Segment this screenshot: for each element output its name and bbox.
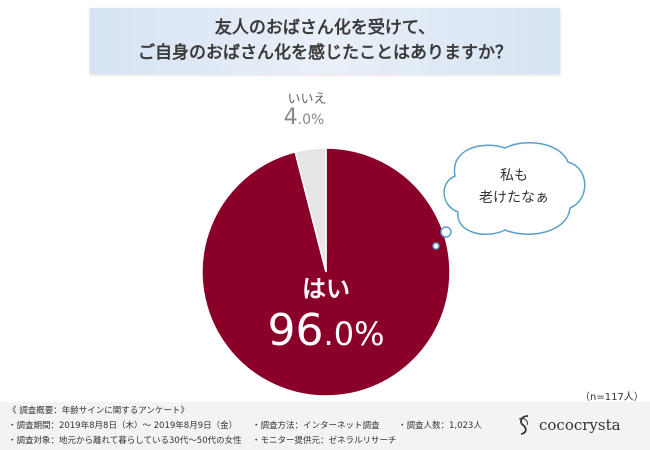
slice-label-yes: はい — [302, 275, 350, 303]
survey-count: ・調査人数：1,023人 — [398, 421, 482, 431]
slice-label-no: いいえ — [287, 92, 326, 107]
speech-bubble: 私も老けたなぁ — [432, 141, 586, 250]
pie-slices — [201, 147, 451, 397]
survey-provider: ・モニター提供元：ゼネラルリサーチ — [252, 436, 397, 446]
logo-text: cococrysta — [539, 416, 621, 434]
title-box: 友人のおばさん化を受けて、 ご自身のおばさん化を感じたことはありますか？ — [90, 8, 560, 74]
sample-size: （n=117人） — [580, 392, 644, 403]
pie-slice-no — [294, 147, 327, 273]
title-line-1: 友人のおばさん化を受けて、 — [214, 18, 436, 38]
survey-target: ・調査対象：地元から離れて暮らしている30代～50代の女性 — [8, 436, 242, 446]
title-line-2: ご自身のおばさん化を感じたことはありますか？ — [138, 43, 512, 63]
footer: 《 調査概要：年齢サインに関するアンケート》 ・調査期間：2019年8月8日（木… — [0, 402, 650, 450]
survey-period: ・調査期間：2019年8月8日（木）～ 2019年8月9日（金） — [8, 421, 238, 431]
cococrysta-logo-icon — [518, 415, 529, 435]
slice-value-no: 4.0% — [284, 105, 325, 130]
pie-chart: いいえ 4.0% はい 96.0% 私も老けたなぁ — [201, 92, 586, 397]
annotation-text: 私も老けたなぁ — [479, 168, 549, 206]
slice-value-yes: 96.0% — [268, 305, 385, 356]
logo: cococrysta — [515, 413, 621, 437]
survey-method: ・調査方法：インターネット調査 — [252, 421, 380, 431]
survey-summary: 《 調査概要：年齢サインに関するアンケート》 — [8, 406, 189, 416]
